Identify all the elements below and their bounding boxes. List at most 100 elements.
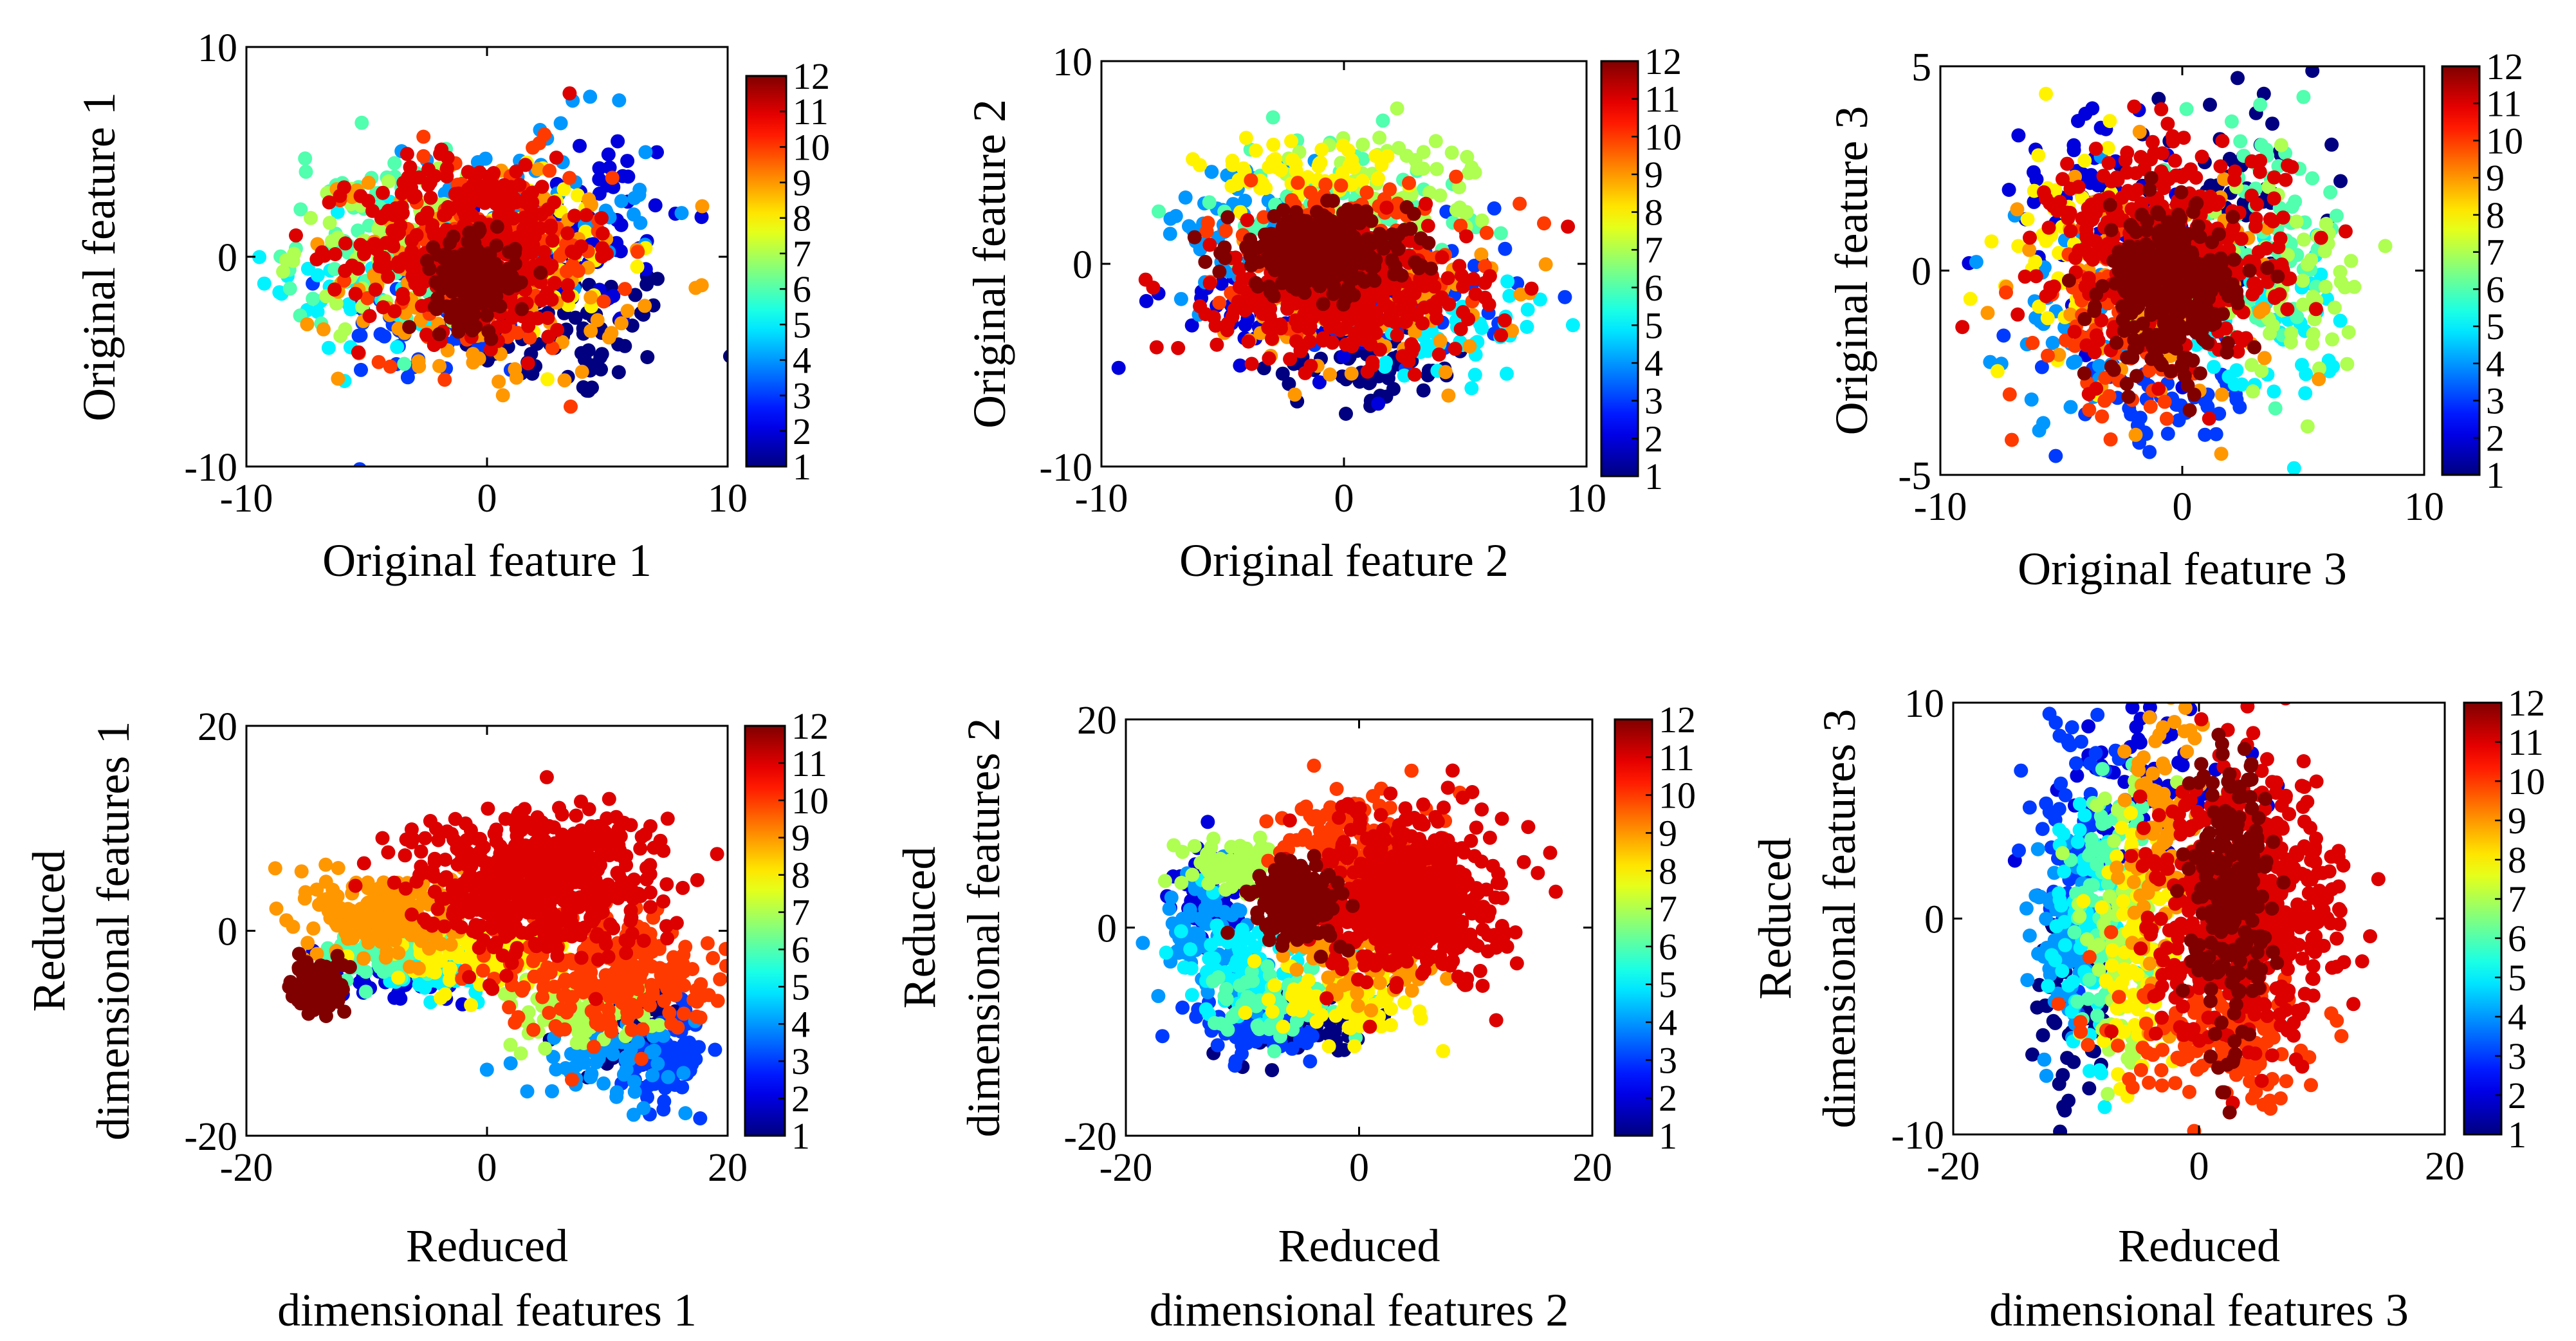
scatter-point-class-12 (484, 331, 499, 346)
scatter-point-class-4 (558, 1061, 573, 1075)
scatter-point-class-11 (1149, 340, 1164, 355)
scatter-point-class-12 (1269, 241, 1284, 255)
colorbar-tick-label: 2 (793, 411, 811, 452)
scatter-point-class-11 (547, 195, 562, 210)
scatter-point-class-12 (2166, 339, 2180, 354)
scatter-point-class-4 (2024, 392, 2039, 407)
scatter-point-class-4 (1969, 255, 1983, 270)
scatter-point-class-11 (535, 180, 549, 194)
y-tick-label: 0 (1911, 250, 1931, 294)
scatter-point-class-12 (2182, 285, 2197, 299)
scatter-point-class-11 (2151, 382, 2166, 396)
scatter-point-class-12 (2203, 255, 2218, 270)
scatter-point-class-11 (2252, 165, 2267, 180)
scatter-point-class-11 (1428, 303, 1443, 318)
scatter-point-class-12 (1212, 264, 1227, 279)
colorbar-tick-label: 5 (793, 304, 811, 346)
scatter-point-class-10 (2142, 363, 2157, 378)
scatter-point-class-12 (2121, 389, 2136, 404)
scatter-point-class-12 (2109, 335, 2124, 350)
scatter-point-class-11 (1375, 290, 1390, 305)
scatter-point-class-9 (2216, 172, 2231, 187)
scatter-point-class-7 (2266, 319, 2281, 333)
scatter-point-class-11 (2118, 153, 2133, 168)
colorbar-tick-label: 3 (1644, 380, 1663, 422)
scatter-point-class-11 (451, 198, 465, 213)
scatter-point-class-5 (2207, 360, 2221, 375)
scatter-point-class-11 (2266, 214, 2281, 228)
scatter-point-class-2 (1139, 293, 1154, 308)
scatter-point-class-1 (2333, 174, 2348, 189)
scatter-point-class-11 (1360, 364, 1375, 379)
scatter-point-class-11 (1453, 322, 1468, 337)
y-axis-label: Original feature 2 (964, 99, 1015, 429)
scatter-point-class-4 (584, 1069, 598, 1084)
scatter-point-class-4 (583, 89, 598, 104)
scatter-point-class-9 (582, 192, 596, 207)
scatter-point-class-1 (1339, 407, 1353, 421)
y-tick-label: -10 (184, 446, 237, 490)
scatter-point-class-9 (466, 347, 481, 362)
scatter-point-class-12 (475, 293, 490, 308)
scatter-point-class-6 (2296, 89, 2311, 104)
scatter-point-class-7 (2333, 264, 2348, 279)
x-tick-label: -10 (220, 477, 273, 521)
scatter-point-class-12 (443, 262, 457, 277)
scatter-point-class-12 (2077, 366, 2092, 381)
scatter-point-class-7 (571, 1025, 586, 1040)
scatter-point-class-8 (2040, 311, 2055, 326)
scatter-point-class-12 (1289, 282, 1304, 297)
scatter-point-class-7 (287, 246, 301, 261)
scatter-point-class-11 (567, 208, 582, 223)
scatter-point-class-9 (316, 322, 331, 337)
scatter-point-class-5 (1520, 302, 1535, 317)
scatter-point-class-12 (1292, 272, 1306, 286)
scatter-point-class-11 (524, 196, 539, 210)
scatter-point-class-11 (2127, 99, 2142, 114)
scatter-point-class-8 (630, 259, 645, 274)
y-tick-label: -10 (1039, 446, 1092, 490)
scatter-point-class-12 (1262, 279, 1276, 294)
scatter-point-class-12 (2141, 328, 2156, 342)
scatter-point-class-4 (627, 1075, 641, 1089)
scatter-point-class-12 (2139, 237, 2153, 252)
scatter-point-class-12 (2175, 357, 2189, 372)
scatter-point-class-12 (432, 327, 446, 342)
y-tick-label: 10 (1053, 41, 1092, 84)
scatter-point-class-11 (1198, 307, 1213, 322)
scatter-point-class-9 (688, 281, 703, 295)
scatter-point-class-12 (422, 261, 437, 276)
scatter-point-class-12 (2202, 291, 2216, 306)
scatter-point-class-4 (2092, 358, 2106, 373)
scatter-point-class-10 (437, 373, 452, 387)
scatter-point-class-12 (2122, 304, 2137, 319)
scatter-points (1955, 66, 2393, 475)
scatter-point-class-11 (1298, 365, 1312, 380)
scatter-point-class-4 (678, 1106, 693, 1120)
scatter-point-class-11 (1466, 272, 1481, 286)
scatter-point-class-3 (1996, 328, 2011, 343)
scatter-point-class-6 (397, 356, 412, 371)
scatter-point-class-11 (2203, 194, 2218, 208)
scatter-point-class-10 (2157, 394, 2172, 409)
scatter-point-class-11 (2133, 150, 2148, 164)
scatter-point-class-6 (351, 223, 365, 238)
scatter-point-class-11 (1171, 340, 1186, 355)
scatter-point-class-11 (1289, 334, 1303, 349)
scatter-point-class-6 (282, 281, 297, 296)
scatter-point-class-5 (1397, 368, 1412, 383)
scatter-point-class-8 (1312, 156, 1327, 171)
scatter-point-class-12 (2225, 210, 2240, 225)
scatter-point-class-1 (2265, 116, 2279, 131)
scatter-point-class-11 (2089, 328, 2104, 343)
scatter-point-class-5 (252, 250, 267, 264)
scatter-point-class-10 (562, 171, 577, 185)
scatter-point-class-11 (1419, 196, 1433, 211)
scatter-point-class-5 (1520, 320, 1534, 334)
scatter-point-class-10 (537, 127, 552, 142)
scatter-point-class-10 (618, 282, 632, 297)
scatter-point-class-11 (2063, 224, 2078, 239)
scatter-point-class-10 (1284, 193, 1299, 208)
scatter-point-class-5 (1532, 292, 1547, 307)
scatter-point-class-3 (2160, 427, 2175, 441)
